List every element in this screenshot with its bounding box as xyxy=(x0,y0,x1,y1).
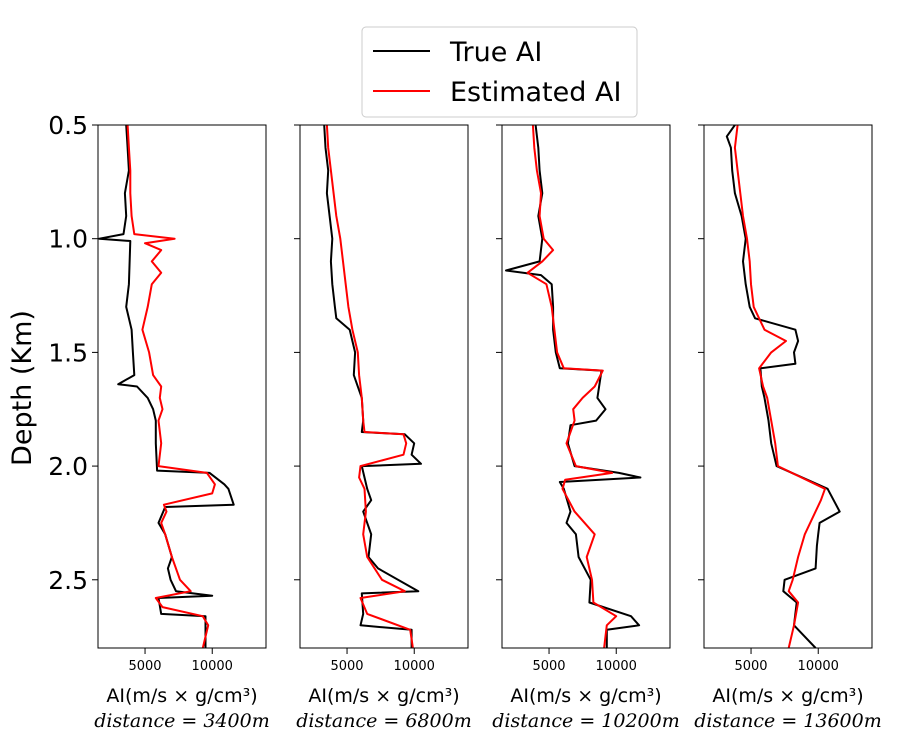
y-tick-label: 2.5 xyxy=(48,566,88,595)
panel-2: 5000 10000 AI(m/s × g/cm³) distance = 6800m xyxy=(294,124,472,732)
y-tick-label: 2.0 xyxy=(48,452,88,481)
x-tick-label: 5000 xyxy=(128,659,161,674)
estimated-ai-line-4 xyxy=(733,125,826,648)
x-tick-label: 10000 xyxy=(394,659,435,674)
panel-frame-2 xyxy=(299,124,469,649)
legend-box xyxy=(361,26,638,118)
panels: 0.5 1.0 1.5 2.0 2.5 5000 10000 AI(m/s × g/cm³) d… xyxy=(48,111,882,732)
x-axis-unit-label-1: AI(m/s × g/cm³) xyxy=(106,685,257,707)
panel-frame-3 xyxy=(501,124,671,649)
x-tick-label: 5000 xyxy=(734,659,767,674)
x-axis-distance-label-4: distance = 13600m xyxy=(694,710,882,732)
y-tick-label: 1.0 xyxy=(48,225,88,254)
panel-frame-1 xyxy=(97,124,267,649)
legend-label-true-ai: True AI xyxy=(449,37,542,68)
estimated-ai-line-2 xyxy=(325,125,414,648)
y-tick-label: 0.5 xyxy=(48,111,88,140)
x-tick-label: 5000 xyxy=(532,659,565,674)
true-ai-line-3 xyxy=(505,125,642,648)
estimated-ai-line-1 xyxy=(126,125,216,648)
legend-label-estimated-ai: Estimated AI xyxy=(450,77,621,108)
x-tick-label: 10000 xyxy=(596,659,637,674)
x-axis-unit-label-2: AI(m/s × g/cm³) xyxy=(308,685,459,707)
panel-1: 0.5 1.0 1.5 2.0 2.5 5000 10000 AI(m/s × g/cm³) d… xyxy=(48,111,269,732)
x-axis-unit-label-4: AI(m/s × g/cm³) xyxy=(712,685,863,707)
y-tick-label: 1.5 xyxy=(48,338,88,367)
x-axis-distance-label-2: distance = 6800m xyxy=(296,710,471,732)
estimated-ai-line-3 xyxy=(526,125,618,648)
x-axis-distance-label-1: distance = 3400m xyxy=(94,710,269,732)
panel-3: 5000 10000 AI(m/s × g/cm³) distance = 10200… xyxy=(492,124,680,732)
x-axis-unit-label-3: AI(m/s × g/cm³) xyxy=(510,685,661,707)
y-axis-label: Depth (Km) xyxy=(7,310,38,466)
panel-frame-4 xyxy=(703,124,873,649)
true-ai-line-1 xyxy=(98,125,235,648)
x-tick-label: 5000 xyxy=(330,659,363,674)
x-tick-label: 10000 xyxy=(192,659,233,674)
x-axis-distance-label-3: distance = 10200m xyxy=(492,710,680,732)
true-ai-line-4 xyxy=(725,125,841,648)
panel-4: 5000 10000 AI(m/s × g/cm³) distance = 13600… xyxy=(694,124,882,732)
legend: True AI Estimated AI xyxy=(361,26,638,118)
x-tick-label: 10000 xyxy=(798,659,839,674)
true-ai-line-2 xyxy=(323,125,422,648)
